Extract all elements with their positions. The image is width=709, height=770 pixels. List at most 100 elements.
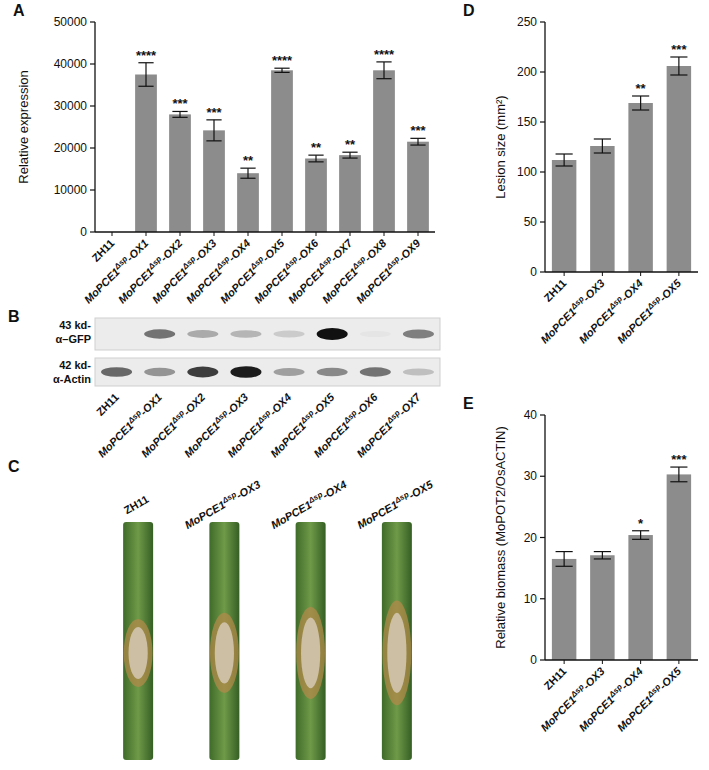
label-part: MoPCE1 [615, 306, 655, 346]
bar [590, 146, 614, 272]
blot-band [360, 331, 391, 337]
blot-band [144, 368, 175, 376]
x-tick [282, 232, 283, 236]
error-cap [594, 152, 611, 153]
label-part: MoPCE1 [150, 266, 190, 306]
error-stem [179, 111, 180, 117]
y-tick-label: 20 [524, 531, 538, 545]
leaf-images: ZH11MoPCE1Δsp-OX3MoPCE1Δsp-OX4MoPCE1Δsp-… [122, 477, 436, 760]
blot-band [403, 330, 434, 339]
label-part: MoPCE1 [354, 266, 394, 306]
label-part: MoPCE1 [538, 694, 578, 734]
x-tick-label: MoPCE1Δsp-OX3 [149, 236, 218, 305]
bar [552, 160, 576, 272]
error-stem [678, 57, 679, 75]
label-part: MoPCE1 [95, 420, 135, 460]
label-part: MoPCE1 [311, 420, 351, 460]
y-axis-title: Lesion size (mm²) [493, 95, 508, 198]
label-part: MoPCE1 [252, 266, 292, 306]
error-cap [632, 539, 649, 540]
x-tick [564, 272, 565, 276]
error-bar [556, 552, 573, 567]
lesion-halo [210, 613, 239, 693]
label-part: -OX3 [192, 237, 219, 264]
lesion [215, 622, 234, 683]
bar [203, 130, 225, 232]
leaf-label: ZH11 [122, 493, 151, 517]
error-bar [410, 138, 425, 145]
blot-band [274, 368, 305, 376]
bar [628, 535, 652, 660]
x-tick [640, 660, 641, 664]
label-part: -OX1 [124, 237, 151, 264]
bar [169, 114, 191, 232]
bar-chart: ***************************0100002000030… [16, 15, 435, 306]
panel-letter: E [463, 395, 474, 412]
error-stem [602, 139, 603, 153]
panel-letter: B [8, 308, 20, 325]
lesion-halo [382, 601, 411, 706]
error-cap [206, 140, 221, 141]
y-tick [90, 231, 95, 232]
y-tick [540, 476, 545, 477]
bar [271, 70, 293, 232]
y-tick-label: 150 [517, 115, 537, 129]
label-part: -OX2 [158, 237, 185, 264]
x-tick [678, 272, 679, 276]
x-tick [112, 232, 113, 236]
label-part: -OX3 [234, 478, 262, 501]
western-blot: 43 kd-α–GFP42 kd-α-ActinZH11MoPCE1Δsp-OX… [53, 318, 440, 460]
y-tick-label: 10 [524, 592, 538, 606]
y-tick-label: 200 [517, 65, 537, 79]
x-tick-label: MoPCE1Δsp-OX5 [614, 664, 684, 734]
blot-membrane [95, 318, 440, 350]
y-tick [540, 659, 545, 660]
blot-band [101, 331, 132, 337]
x-tick-label: MoPCE1Δsp-OX2 [115, 236, 184, 305]
y-tick [90, 189, 95, 190]
blot-band [317, 328, 348, 340]
error-bar [138, 63, 153, 87]
error-stem [640, 531, 641, 540]
y-tick [540, 537, 545, 538]
significance: *** [410, 123, 426, 138]
blot-band [187, 330, 218, 338]
label-part: -OX5 [657, 664, 684, 691]
label-part: MoPCE1 [286, 266, 326, 306]
label-part: -OX5 [406, 478, 435, 502]
label-part: -OX2 [181, 391, 208, 418]
error-stem [281, 68, 282, 72]
error-cap [556, 165, 573, 166]
blot-band [274, 331, 305, 338]
y-tick [540, 171, 545, 172]
label-part: -OX6 [353, 390, 380, 417]
x-tick [602, 272, 603, 276]
y-tick [540, 121, 545, 122]
error-stem [564, 552, 565, 567]
blot-antibody: α–GFP [56, 333, 92, 345]
bar [628, 103, 652, 272]
error-bar [376, 62, 391, 79]
label-part: -OX9 [396, 236, 423, 263]
y-tick-label: 0 [80, 225, 87, 239]
bar-chart: *****050100150200250ZH11MoPCE1Δsp-OX3MoP… [493, 15, 698, 346]
y-tick [540, 71, 545, 72]
bar [237, 173, 259, 232]
blot-antibody: α-Actin [53, 373, 91, 385]
x-tick-label: ZH11 [541, 277, 568, 304]
lesion [301, 618, 320, 689]
error-stem [417, 138, 418, 145]
significance: * [638, 516, 644, 531]
label-part: MoPCE1 [576, 306, 616, 346]
y-axis-title: Relative biomass (MoPOT2/OsACTIN) [493, 426, 508, 649]
significance: *** [671, 42, 687, 57]
label-part: MoPCE1 [268, 420, 308, 460]
bar [305, 159, 327, 233]
error-bar [594, 552, 611, 559]
x-axis [545, 659, 698, 660]
error-bar [670, 57, 687, 75]
error-bar [342, 152, 357, 158]
bar [373, 70, 395, 232]
bar-chart: ****010203040ZH11MoPCE1Δsp-OX3MoPCE1Δsp-… [493, 408, 698, 734]
label-part: -OX4 [320, 478, 348, 501]
